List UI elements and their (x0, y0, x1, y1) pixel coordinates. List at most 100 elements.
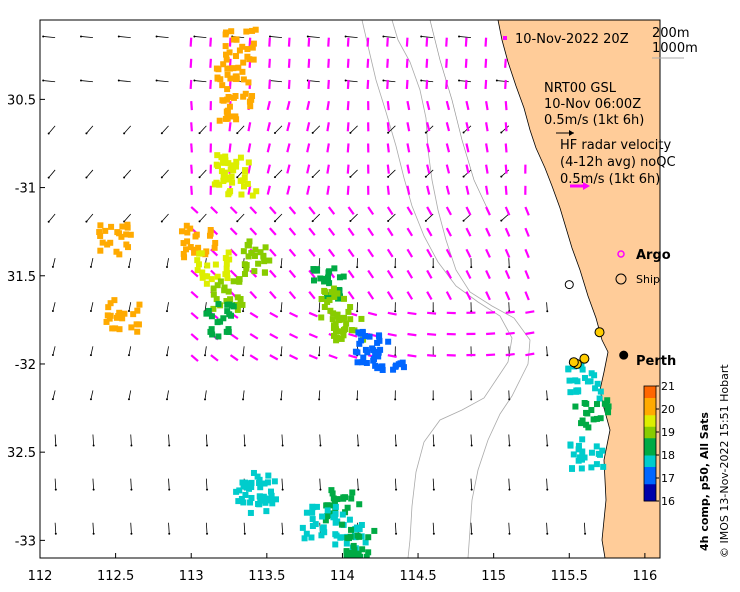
y-tick-label: -33 (15, 534, 36, 549)
nrt-arrowhead (462, 175, 465, 178)
sst-pixel (244, 241, 251, 248)
sst-pixel (226, 49, 233, 56)
nrt-arrowhead (85, 220, 88, 223)
hf-arrow (426, 269, 433, 279)
nrt-arrowhead (236, 176, 239, 179)
nrt-arrow (496, 80, 509, 83)
sst-pixel (330, 322, 337, 329)
hf-arrow (326, 100, 330, 111)
hf-arrow (504, 270, 511, 280)
nrt-arrowhead (395, 532, 398, 535)
sst-pixel (352, 525, 359, 532)
x-tick-label: 116 (632, 569, 657, 584)
sst-pixel (572, 377, 579, 384)
sst-pixel (222, 255, 229, 262)
hf-arrow (386, 291, 394, 300)
sst-pixel (227, 188, 234, 195)
nrt-arrow (432, 522, 435, 534)
sst-pixel (311, 277, 318, 284)
sst-pixel (253, 188, 260, 195)
sst-pixel (319, 513, 326, 520)
nrt-arrow (205, 434, 208, 446)
hf-arrow (525, 310, 535, 314)
sst-pixel (309, 509, 316, 516)
sst-pixel (133, 321, 140, 328)
nrt-arrowhead (165, 354, 168, 357)
nrt-arrowhead (546, 488, 549, 491)
hf-arrow (386, 101, 390, 111)
nrt-arrowhead (281, 488, 284, 491)
nrt-arrowhead (546, 532, 549, 535)
nrt-arrowhead (85, 176, 88, 179)
sst-pixel (211, 244, 218, 251)
sst-pixel (579, 417, 586, 424)
nrt-arrow (546, 478, 548, 490)
sst-pixel (248, 479, 255, 486)
sst-pixel (242, 90, 249, 97)
sst-pixel (223, 51, 230, 58)
hf-arrow (268, 37, 271, 47)
contour-label-1000m: 1000m (652, 41, 698, 56)
sst-pixel (245, 253, 252, 260)
sst-pixel (202, 251, 209, 258)
sst-pixel (238, 495, 245, 502)
hf-arrow (266, 143, 271, 153)
nrt-arrowhead (424, 219, 427, 222)
nrt-arrowhead (395, 488, 398, 491)
nrt-arrowhead (432, 398, 435, 401)
nrt-arrow (501, 169, 510, 177)
hf-arrow (426, 185, 431, 195)
sst-pixel (118, 233, 125, 240)
nrt-arrowhead (318, 354, 321, 357)
nrt-arrowhead (198, 132, 201, 135)
nrt-arrow (280, 302, 283, 312)
nrt-arrow (318, 390, 321, 400)
hf-arrow (426, 248, 433, 258)
nrt-arrow (128, 390, 132, 400)
sst-pixel (230, 278, 237, 285)
sst-pixel (269, 500, 276, 507)
hf-arrow (427, 332, 437, 336)
sst-pixel (323, 502, 330, 509)
nrt-arrow (269, 36, 282, 39)
hf-arrow (306, 122, 311, 132)
hf-arrow (484, 37, 488, 47)
hf-arrow (190, 164, 193, 174)
sst-pixel (318, 295, 325, 302)
sst-pixel (224, 71, 231, 78)
hf-arrow (269, 248, 277, 257)
nrt-arrow (199, 213, 207, 222)
nrt-arrowhead (269, 35, 272, 38)
hf-arrow (268, 58, 271, 68)
nrt-arrowhead (236, 132, 239, 135)
hf-arrow (308, 248, 316, 258)
sst-pixel (247, 509, 254, 516)
colorbar-segment (644, 386, 656, 393)
sst-pixel (102, 227, 109, 234)
sst-pixel (244, 46, 251, 53)
hf-arrow (287, 79, 291, 90)
nrt-arrowhead (206, 444, 209, 447)
nrt-arrowhead (54, 532, 57, 535)
nrt-arrow (546, 434, 548, 446)
nrt-arrow (194, 80, 207, 83)
hf-arrow (505, 331, 515, 336)
sst-pixel (96, 229, 103, 236)
hf-arrow (289, 311, 299, 318)
nrt-arrow (118, 36, 131, 39)
hf-arrow (189, 37, 193, 47)
hf-arrow (347, 248, 355, 258)
sst-pixel (242, 491, 249, 498)
nrt-arrowhead (349, 175, 352, 178)
nrt-arrow (123, 213, 132, 222)
colorbar: 21 20 19 18 17 16 (643, 380, 675, 508)
sst-pixel (249, 44, 256, 51)
sst-pixel (570, 451, 577, 458)
nrt-arrow (90, 390, 94, 400)
sst-pixel (241, 482, 248, 489)
hf-arrow (406, 185, 411, 195)
hf-arrow (249, 227, 258, 236)
sst-pixel (256, 493, 263, 500)
colorbar-frame (643, 385, 657, 502)
sst-pixel (261, 480, 268, 487)
